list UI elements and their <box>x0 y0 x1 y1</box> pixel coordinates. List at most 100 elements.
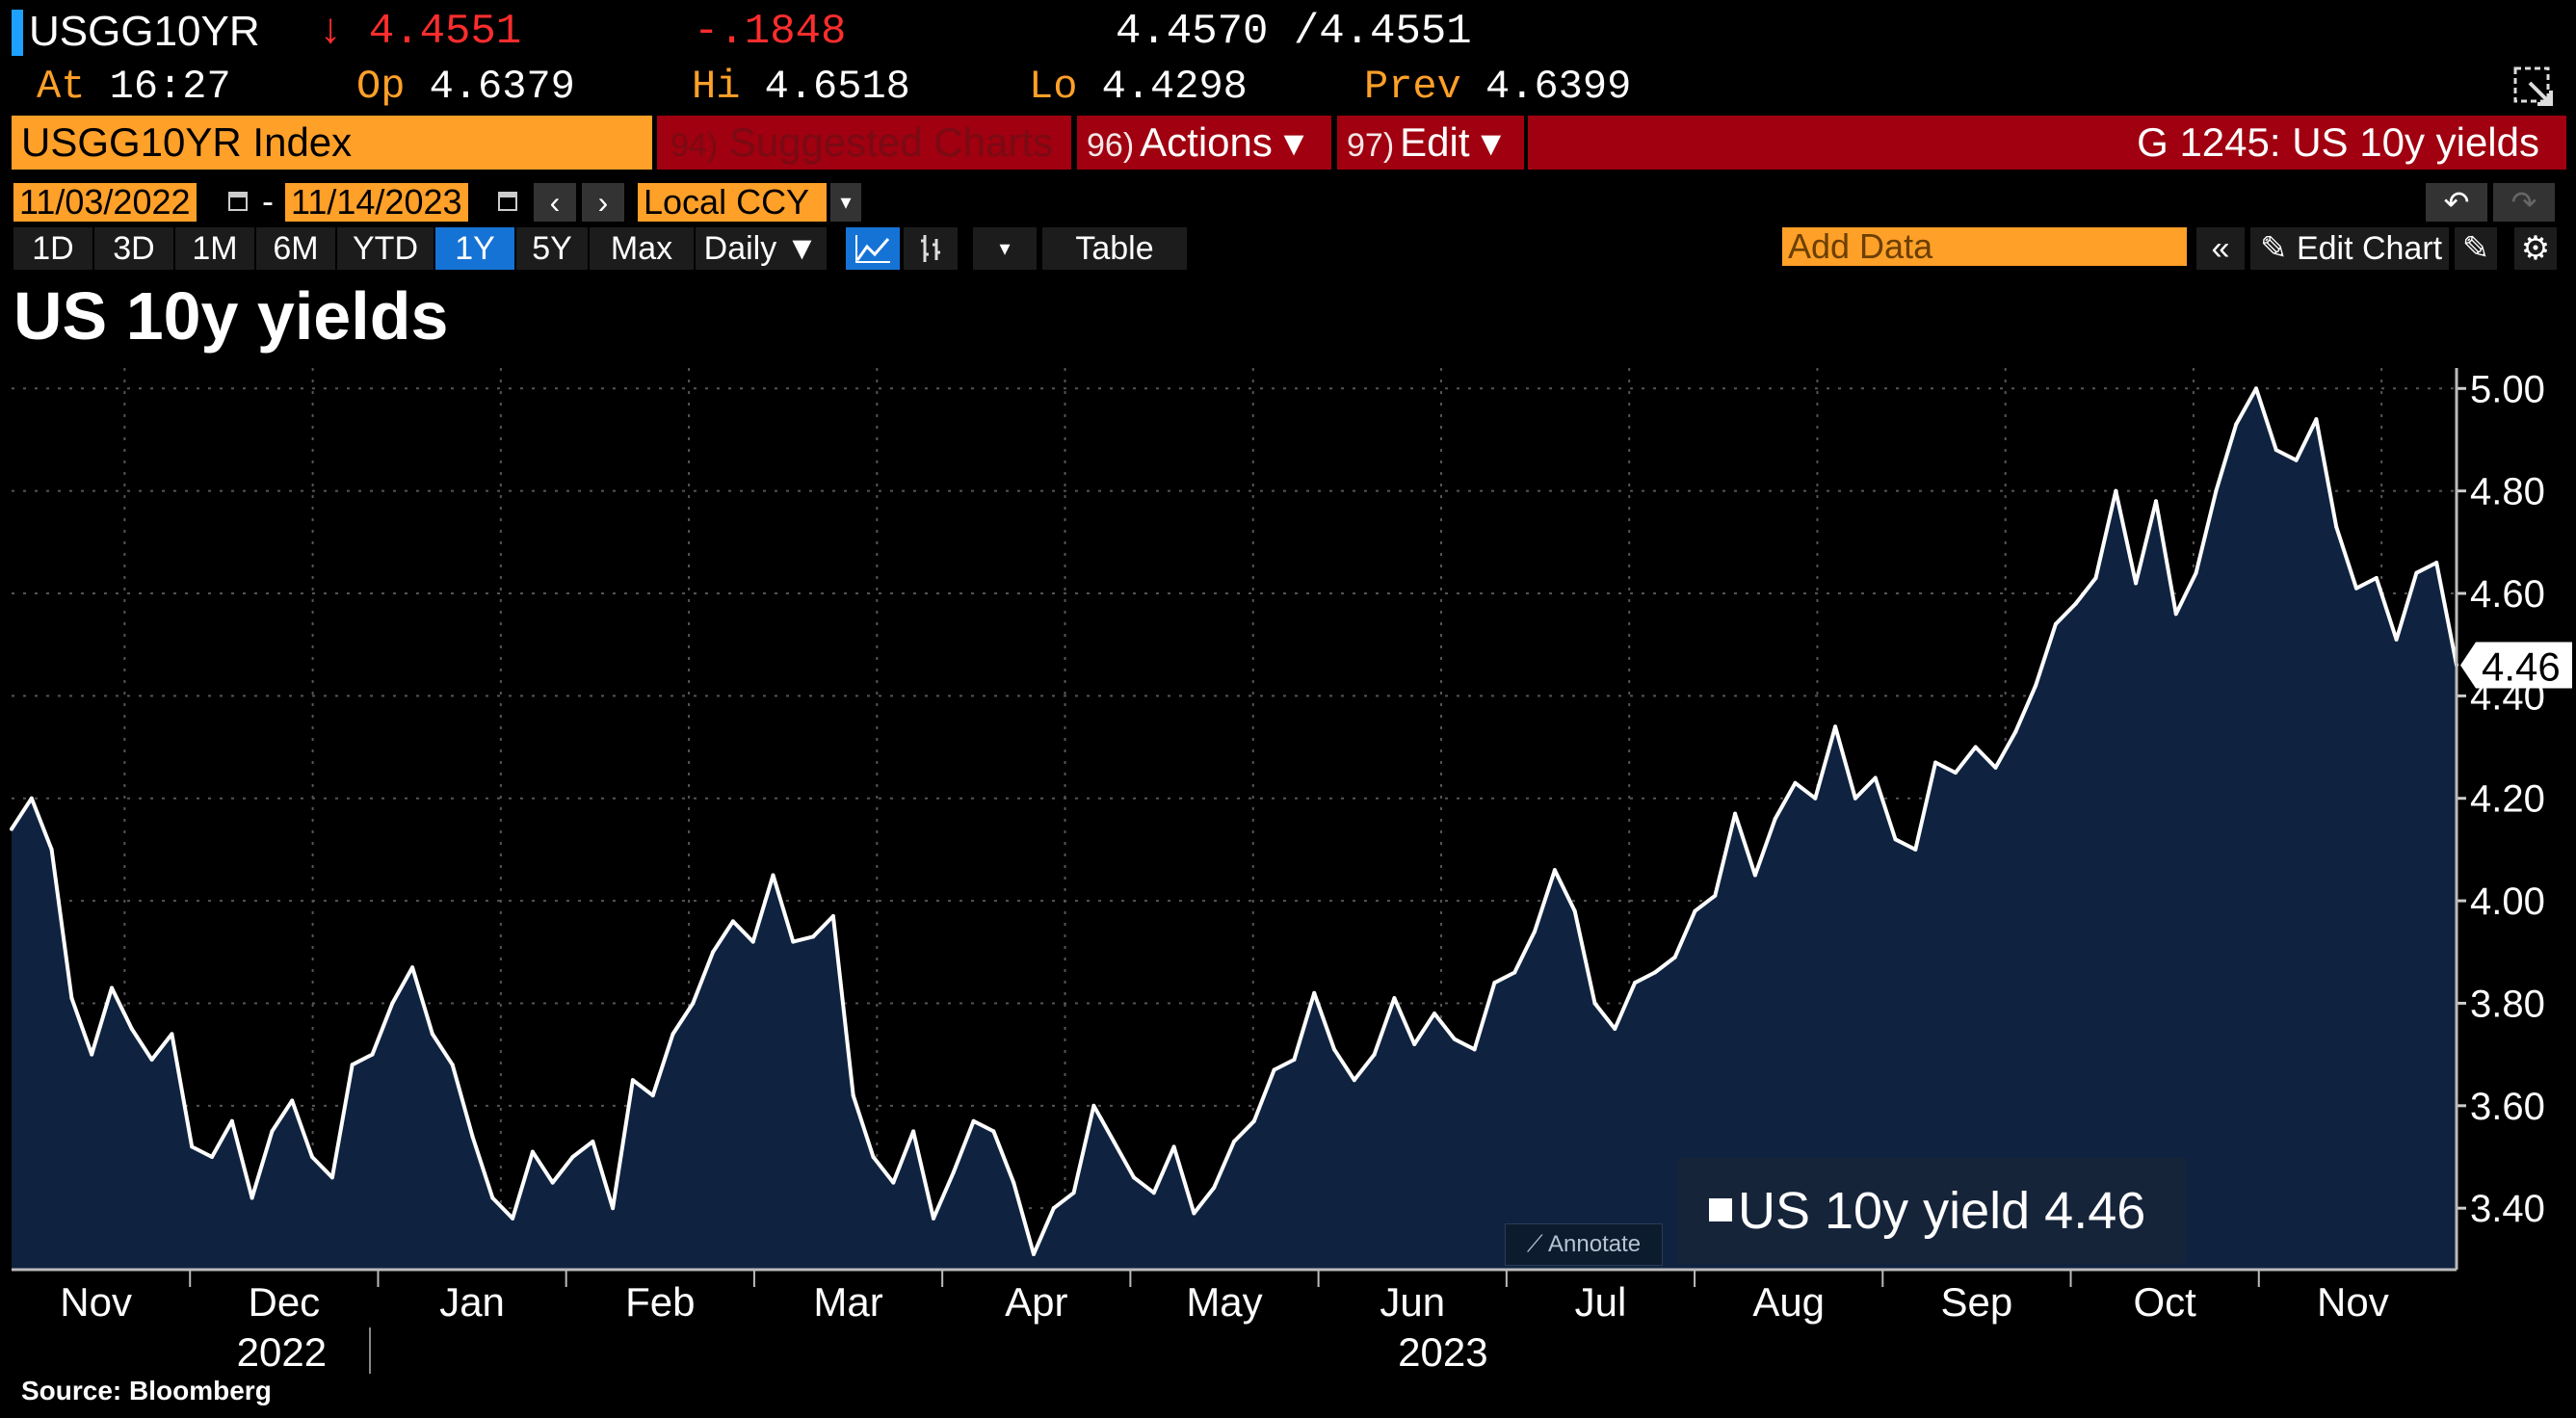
data-point <box>2093 576 2098 581</box>
frequency-select[interactable]: Daily ▼ <box>696 227 827 270</box>
data-point <box>630 1078 635 1083</box>
suggested-charts-button[interactable]: 94) Suggested Charts <box>657 116 1071 170</box>
data-point <box>1332 1047 1337 1052</box>
data-point <box>1973 745 1978 749</box>
range-1y-button[interactable]: 1Y <box>435 227 514 270</box>
data-point <box>370 1052 375 1057</box>
data-point <box>490 1195 495 1200</box>
annotate-button[interactable]: ⟋ Annotate <box>1505 1223 1663 1266</box>
chevron-down-icon[interactable]: ▾ <box>830 183 861 222</box>
gear-icon[interactable]: ⚙ <box>2514 227 2557 270</box>
data-point <box>871 1155 876 1159</box>
redo-icon[interactable]: ↷ <box>2493 183 2555 222</box>
data-point <box>971 1118 976 1123</box>
data-point <box>1733 811 1738 816</box>
y-tick-label: 4.00 <box>2470 880 2545 923</box>
data-point <box>210 1155 215 1159</box>
chart-area[interactable]: 5.004.804.604.404.204.003.803.603.404.46… <box>0 356 2576 1378</box>
data-point <box>110 985 115 990</box>
data-point <box>1693 908 1697 913</box>
x-tick-label: Jul <box>1575 1279 1627 1325</box>
data-point <box>1131 1175 1136 1180</box>
edit-menu[interactable]: 97) Edit ▾ <box>1337 116 1524 170</box>
data-point <box>951 1169 956 1174</box>
range-6m-button[interactable]: 6M <box>256 227 335 270</box>
security-field[interactable]: USGG10YR Index <box>12 116 652 170</box>
end-date-input[interactable]: 11/14/2023 <box>285 183 468 222</box>
y-tick-label: 5.00 <box>2470 368 2545 410</box>
prev-field: Prev 4.6399 <box>1364 64 1632 110</box>
data-point <box>310 1155 315 1159</box>
data-point <box>1352 1078 1356 1083</box>
data-point <box>1151 1191 1156 1195</box>
ticker-label[interactable]: USGG10YR <box>29 8 260 55</box>
data-point <box>591 1140 595 1144</box>
add-data-input[interactable]: Add Data <box>1782 227 2187 266</box>
double-chevron-left-icon[interactable]: « <box>2196 227 2245 270</box>
data-point <box>1372 1052 1377 1057</box>
data-point <box>1672 955 1677 959</box>
calendar-icon[interactable] <box>497 185 518 218</box>
popout-icon[interactable] <box>2512 66 2557 110</box>
x-tick-label: Aug <box>1752 1279 1825 1325</box>
series-area <box>12 388 2457 1270</box>
data-point <box>90 1052 94 1057</box>
range-1d-button[interactable]: 1D <box>13 227 92 270</box>
y-tick-label: 3.40 <box>2470 1188 2545 1230</box>
calendar-icon[interactable] <box>227 185 249 218</box>
page-title-bar: G 1245: US 10y yields <box>1528 116 2566 170</box>
data-point <box>511 1216 515 1221</box>
data-point <box>2234 422 2239 427</box>
range-ytd-button[interactable]: YTD <box>337 227 434 270</box>
chevron-down-icon[interactable]: ▾ <box>973 227 1037 270</box>
data-point <box>1251 1118 1256 1123</box>
x-tick-label: Jun <box>1380 1279 1445 1325</box>
data-point <box>691 1001 696 1006</box>
edit-chart-button[interactable]: ✎ Edit Chart <box>2250 227 2449 270</box>
data-point <box>1452 1037 1457 1041</box>
x-tick-label: Nov <box>60 1279 132 1325</box>
data-point <box>1933 760 1938 765</box>
data-point <box>2214 488 2219 493</box>
data-point <box>1412 1042 1417 1046</box>
data-point <box>1873 775 1878 780</box>
year-label: 2023 <box>1398 1329 1487 1375</box>
data-point <box>2374 576 2379 581</box>
range-max-button[interactable]: Max <box>590 227 694 270</box>
range-3d-button[interactable]: 3D <box>94 227 173 270</box>
x-tick-label: Dec <box>248 1279 320 1325</box>
range-1m-button[interactable]: 1M <box>175 227 254 270</box>
actions-menu[interactable]: 96) Actions ▾ <box>1077 116 1331 170</box>
data-point <box>811 934 816 939</box>
bar-chart-icon[interactable] <box>904 227 958 270</box>
data-point <box>1552 868 1557 873</box>
last-value-label: 4.46 <box>2482 643 2561 689</box>
x-tick-label: Jan <box>439 1279 505 1325</box>
data-point <box>1813 796 1818 801</box>
x-tick-label: Oct <box>2133 1279 2196 1325</box>
data-point <box>730 919 735 924</box>
currency-select[interactable]: Local CCY <box>638 183 827 222</box>
y-tick-label: 4.60 <box>2470 573 2545 616</box>
data-point <box>991 1129 996 1134</box>
data-point <box>1913 847 1918 852</box>
x-tick-label: Nov <box>2317 1279 2389 1325</box>
undo-icon[interactable]: ↶ <box>2426 183 2487 222</box>
data-point <box>750 939 755 944</box>
table-button[interactable]: Table <box>1042 227 1187 270</box>
data-point <box>1752 873 1757 878</box>
data-point <box>329 1175 334 1180</box>
data-point <box>1572 908 1577 913</box>
chevron-left-icon[interactable]: ‹ <box>534 183 576 222</box>
range-5y-button[interactable]: 5Y <box>516 227 588 270</box>
chart-legend: US 10y yield 4.46 <box>1678 1158 2185 1264</box>
data-point <box>1993 765 1998 770</box>
line-chart-icon[interactable] <box>846 227 900 270</box>
edit-layout-icon[interactable]: ✎ <box>2455 227 2497 270</box>
data-point <box>711 950 716 955</box>
data-point <box>1091 1103 1096 1108</box>
start-date-input[interactable]: 11/03/2022 <box>13 183 197 222</box>
chevron-right-icon[interactable]: › <box>582 183 624 222</box>
legend-swatch <box>1709 1198 1732 1221</box>
data-point <box>550 1180 555 1185</box>
